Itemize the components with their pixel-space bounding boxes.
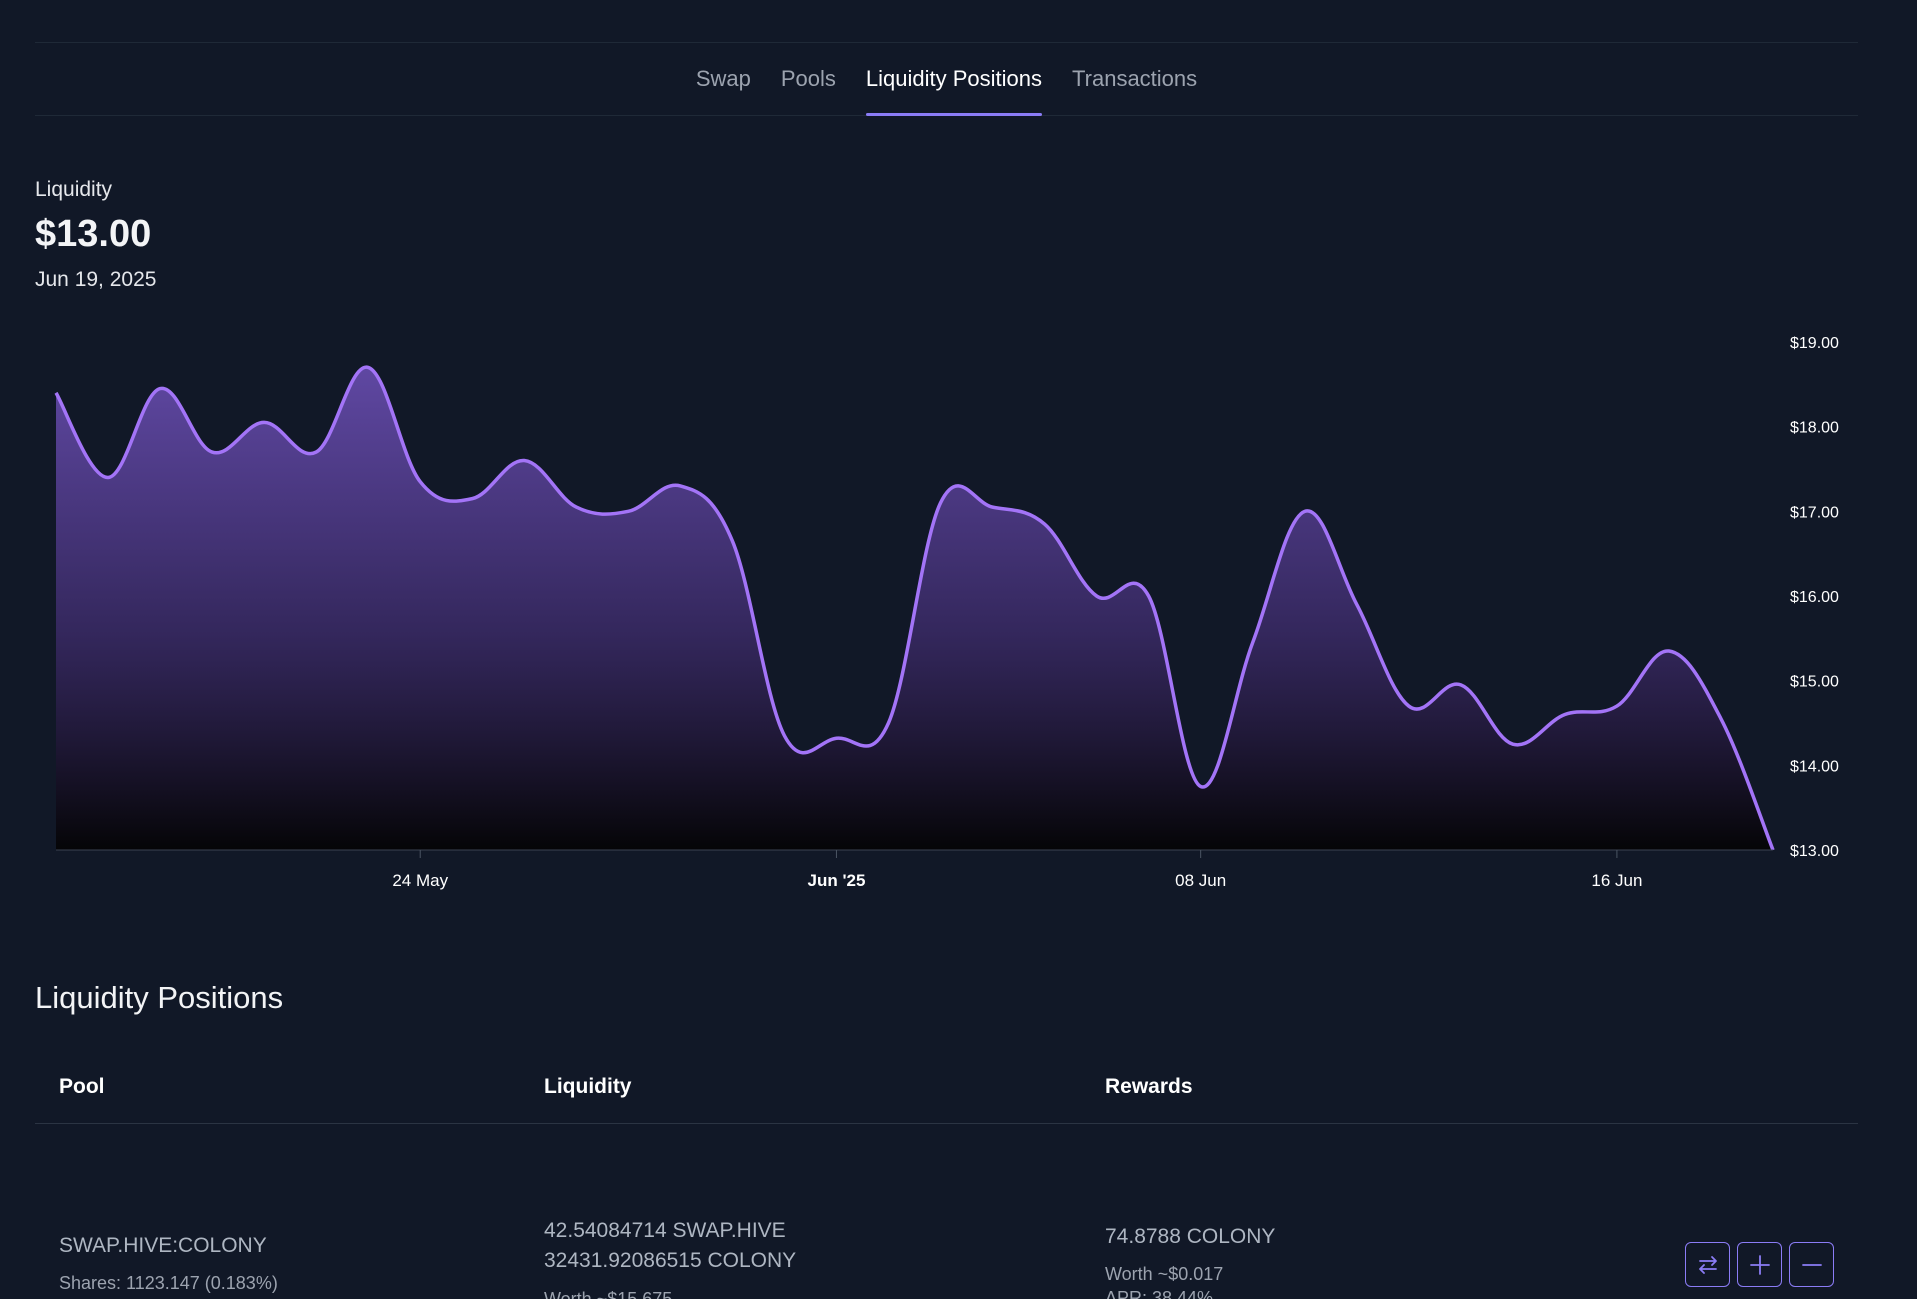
- x-tick-label: 08 Jun: [1175, 871, 1226, 890]
- chart-point[interactable]: [730, 539, 734, 543]
- chart-point[interactable]: [574, 505, 578, 509]
- tab-transactions[interactable]: Transactions: [1072, 66, 1198, 91]
- liquidity-amount-colony: 32431.92086515 COLONY: [544, 1249, 797, 1272]
- chart-point[interactable]: [1043, 522, 1047, 526]
- top-nav: Swap Pools Liquidity Positions Transacti…: [35, 42, 1858, 116]
- chart-point[interactable]: [1615, 704, 1619, 708]
- x-tick-label: 16 Jun: [1591, 871, 1642, 890]
- tab-pools[interactable]: Pools: [780, 66, 836, 91]
- table-row: SWAP.HIVE:COLONY Shares: 1123.147 (0.183…: [35, 1124, 1858, 1299]
- pool-name: SWAP.HIVE:COLONY: [59, 1234, 267, 1257]
- plus-icon: [1749, 1254, 1770, 1275]
- chart-point[interactable]: [1459, 683, 1463, 687]
- add-liquidity-button[interactable]: [1737, 1242, 1782, 1287]
- y-tick-label: $19.00: [1790, 335, 1839, 352]
- chart-point[interactable]: [158, 387, 162, 391]
- y-tick-label: $14.00: [1790, 758, 1839, 775]
- liquidity-amount-hive: 42.54084714 SWAP.HIVE: [544, 1219, 786, 1242]
- row-actions: [1685, 1242, 1834, 1287]
- chart-point[interactable]: [262, 420, 266, 424]
- y-tick-label: $16.00: [1790, 589, 1839, 606]
- swap-button[interactable]: [1685, 1242, 1730, 1287]
- chart-point[interactable]: [626, 509, 630, 513]
- chart-point[interactable]: [1719, 717, 1723, 721]
- chart-point[interactable]: [1511, 742, 1515, 746]
- column-header-liquidity: Liquidity: [544, 1075, 632, 1098]
- minus-icon: [1801, 1263, 1822, 1266]
- y-tick-label: $13.00: [1790, 843, 1839, 860]
- chart-point[interactable]: [1407, 704, 1411, 708]
- chart-point[interactable]: [1563, 713, 1567, 717]
- chart-point[interactable]: [210, 450, 214, 454]
- column-header-rewards: Rewards: [1105, 1075, 1193, 1098]
- chart-point[interactable]: [522, 459, 526, 463]
- chart-point[interactable]: [678, 484, 682, 488]
- chart-series-line: [54, 365, 1775, 851]
- y-tick-label: $18.00: [1790, 420, 1839, 437]
- chart-point[interactable]: [1251, 641, 1255, 645]
- chart-point[interactable]: [939, 501, 943, 505]
- rewards-apr: APR: 38.44%: [1105, 1288, 1214, 1299]
- y-tick-label: $17.00: [1790, 504, 1839, 521]
- liquidity-label: Liquidity: [35, 178, 113, 201]
- liquidity-date: Jun 19, 2025: [35, 268, 157, 291]
- tab-swap[interactable]: Swap: [695, 66, 751, 91]
- liquidity-worth: Worth ~$15.675: [544, 1289, 673, 1299]
- remove-liquidity-button[interactable]: [1789, 1242, 1834, 1287]
- pool-shares: Shares: 1123.147 (0.183%): [59, 1273, 278, 1293]
- chart-point[interactable]: [991, 505, 995, 509]
- tab-liquidity-positions[interactable]: Liquidity Positions: [865, 43, 1043, 116]
- chart-point[interactable]: [418, 480, 422, 484]
- x-tick-label: Jun '25: [808, 871, 866, 890]
- liquidity-value: $13.00: [35, 213, 152, 255]
- rewards-amount: 74.8788 COLONY: [1105, 1225, 1276, 1248]
- chart-point[interactable]: [470, 497, 474, 501]
- positions-title: Liquidity Positions: [35, 980, 284, 1015]
- rewards-worth: Worth ~$0.017: [1105, 1264, 1224, 1284]
- y-tick-label: $15.00: [1790, 674, 1839, 691]
- swap-arrows-icon: [1698, 1255, 1717, 1274]
- chart-point[interactable]: [1199, 785, 1203, 789]
- chart-point[interactable]: [1355, 602, 1359, 606]
- x-tick-label: 24 May: [392, 871, 448, 890]
- chart-point[interactable]: [1303, 509, 1307, 513]
- chart-point[interactable]: [782, 734, 786, 738]
- chart-point[interactable]: [54, 391, 58, 395]
- chart-point[interactable]: [834, 736, 838, 740]
- chart-point[interactable]: [106, 475, 110, 479]
- chart-point[interactable]: [1667, 649, 1671, 653]
- table-header: Pool Liquidity Rewards: [35, 1055, 1858, 1124]
- nav-tabs: Swap Pools Liquidity Positions Transacti…: [35, 43, 1858, 116]
- liquidity-chart[interactable]: 24 May Jun '25 08 Jun 16 Jun $19.00 $18.00 $1…: [0, 320, 1917, 910]
- positions-table: Pool Liquidity Rewards SWAP.HIVE:COLONY …: [35, 1055, 1858, 1299]
- chart-point[interactable]: [366, 365, 370, 369]
- chart-point[interactable]: [886, 721, 890, 725]
- chart-point[interactable]: [314, 450, 318, 454]
- column-header-pool: Pool: [59, 1075, 105, 1098]
- chart-area-fill: [56, 367, 1773, 850]
- chart-point[interactable]: [1095, 594, 1099, 598]
- chart-point[interactable]: [1147, 594, 1151, 598]
